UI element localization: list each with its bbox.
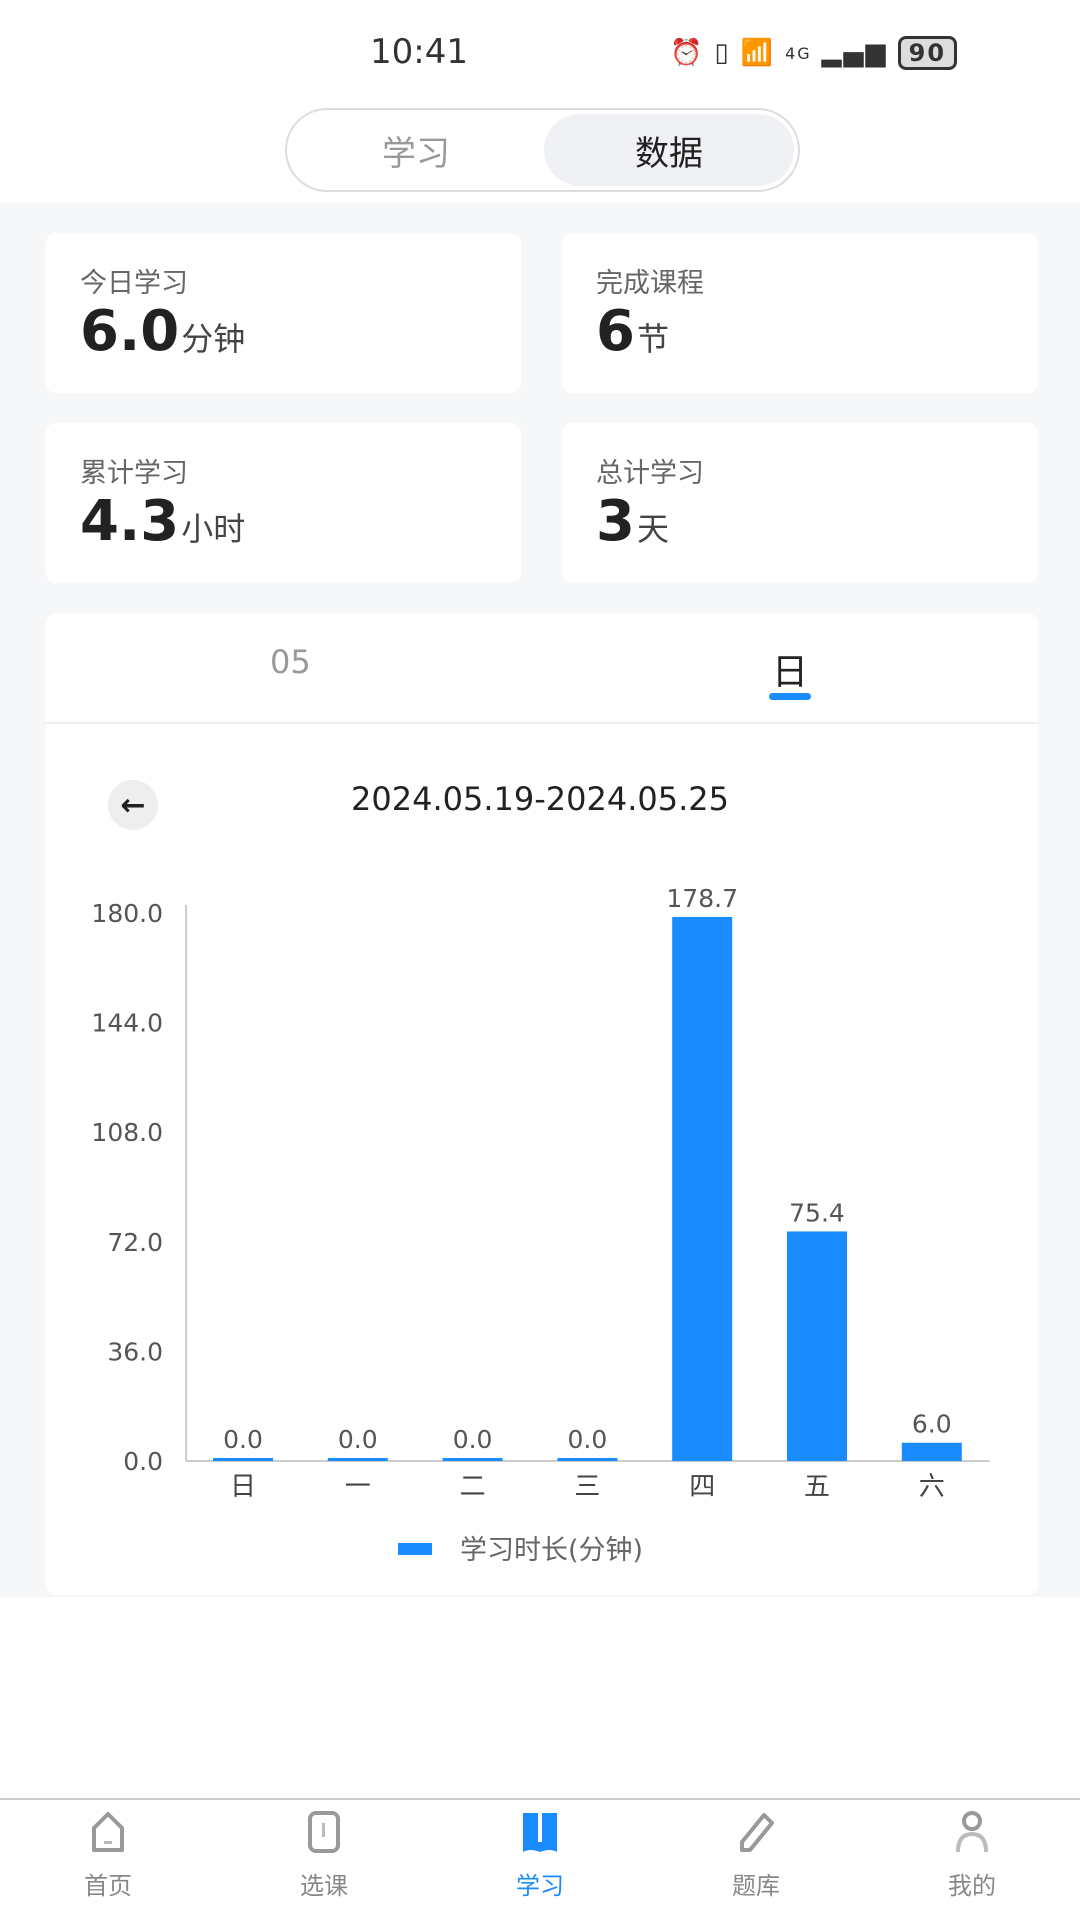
x-tick-label: 五 (804, 1472, 830, 1502)
tab-study[interactable]: 学习 (382, 133, 450, 174)
y-tick-label: 144.0 (91, 1009, 163, 1038)
bar[interactable] (672, 916, 733, 1461)
segmented-control: 学习 数据 (285, 108, 800, 192)
nav-item-1[interactable]: 选课 (254, 1810, 394, 1901)
nav-label: 题库 (732, 1872, 780, 1900)
book-icon (523, 1813, 557, 1852)
nav-item-3[interactable]: 题库 (686, 1810, 826, 1901)
x-tick-label: 一 (345, 1472, 371, 1502)
x-tick-label: 日 (230, 1472, 256, 1502)
active-tab-indicator (769, 693, 811, 700)
x-tick-label: 六 (919, 1472, 945, 1502)
bar-value-label: 0.0 (453, 1425, 493, 1454)
status-time: 10:41 (370, 32, 468, 72)
nav-item-4[interactable]: 我的 (902, 1810, 1042, 1901)
tab-day[interactable]: 日 (772, 652, 809, 693)
nav-item-2[interactable]: 学习 (470, 1810, 610, 1901)
stat-unit: 分钟 (181, 320, 246, 358)
stat-value: 6.0 (80, 299, 180, 364)
stat-card-cumulative: 累计学习 4.3 小时 (46, 423, 521, 583)
bar-value-label: 0.0 (338, 1425, 378, 1454)
legend-label: 学习时长(分钟) (460, 1535, 643, 1566)
bar[interactable] (442, 1458, 503, 1461)
wifi-icon: 📶 (740, 38, 776, 68)
alarm-icon: ⏰ (670, 38, 705, 68)
x-tick-label: 三 (574, 1472, 600, 1502)
nav-label: 首页 (84, 1872, 132, 1900)
x-tick-label: 四 (689, 1472, 715, 1502)
bar[interactable] (327, 1458, 388, 1461)
bar[interactable] (213, 1458, 273, 1461)
stat-unit: 天 (636, 510, 669, 548)
stat-label: 总计学习 (596, 458, 704, 489)
chart-card: 05 日 (46, 613, 1038, 1595)
bar-chart: 0.0 36.0 72.0 108.0 144.0 180.0 0.0 日 0.0 一 0.0 二 0.… (91, 884, 990, 1566)
date-range: 2024.05.19-2024.05.25 (351, 780, 729, 818)
signal-icon: 4G (785, 43, 812, 63)
stat-card-today: 今日学习 6.0 分钟 (46, 233, 521, 393)
y-tick-label: 36.0 (107, 1337, 163, 1366)
y-tick-label: 0.0 (123, 1447, 163, 1476)
bar[interactable] (557, 1458, 618, 1461)
nav-label: 选课 (300, 1872, 348, 1900)
tab-month[interactable]: 05 (270, 643, 311, 681)
x-tick-label: 二 (460, 1472, 486, 1502)
y-tick-label: 180.0 (91, 899, 163, 928)
nav-item-0[interactable]: 首页 (38, 1810, 178, 1901)
y-tick-label: 108.0 (91, 1118, 163, 1147)
y-tick-label: 72.0 (107, 1228, 163, 1257)
bar[interactable] (901, 1442, 962, 1461)
stat-value: 6 (596, 299, 635, 364)
bar-value-label: 0.0 (223, 1425, 263, 1454)
signal-icon: ▂▄▆ (821, 38, 888, 68)
nav-label: 学习 (516, 1872, 564, 1900)
stat-unit: 小时 (181, 510, 246, 548)
battery-icon: 90 (897, 36, 958, 70)
legend-swatch (398, 1543, 432, 1555)
divider (46, 722, 1038, 724)
stat-value: 4.3 (80, 489, 180, 554)
back-arrow-icon[interactable]: ← (108, 780, 158, 830)
stat-label: 完成课程 (596, 268, 704, 299)
vibrate-icon: ▯ (714, 38, 731, 68)
bar[interactable] (787, 1231, 847, 1461)
bar-value-label: 6.0 (912, 1410, 952, 1439)
stat-label: 累计学习 (80, 458, 188, 489)
status-icons: ⏰ ▯ 📶 4G ▂▄▆ 90 (670, 36, 958, 70)
course-icon (308, 1811, 340, 1853)
bottom-nav: 首页 选课 学习 题库 我的 (0, 1798, 1080, 1920)
tab-data[interactable]: 数据 (544, 114, 794, 186)
user-icon (956, 1811, 988, 1853)
pencil-icon (740, 1813, 774, 1852)
stat-label: 今日学习 (80, 268, 188, 299)
bar-value-label: 0.0 (568, 1425, 608, 1454)
home-icon (92, 1812, 124, 1852)
bar-value-label: 75.4 (789, 1198, 845, 1227)
stat-unit: 节 (636, 320, 669, 358)
bar-value-label: 178.7 (666, 884, 738, 913)
stat-value: 3 (596, 489, 635, 554)
nav-label: 我的 (948, 1872, 996, 1900)
